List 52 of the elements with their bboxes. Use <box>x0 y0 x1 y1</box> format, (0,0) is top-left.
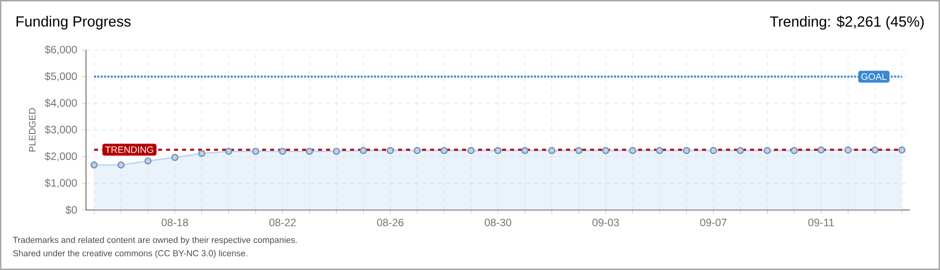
point <box>278 148 286 155</box>
point <box>790 146 798 154</box>
point <box>575 146 582 154</box>
y-tick-label: $4,000 <box>44 98 77 108</box>
point <box>844 146 852 154</box>
y-tick-label: $5,000 <box>44 72 77 82</box>
x-tick-label: 08-30 <box>484 218 512 226</box>
y-tick-label: $3,000 <box>44 125 77 135</box>
x-tick-label: 09-11 <box>808 218 834 226</box>
x-tick-label: 08-26 <box>377 218 404 226</box>
text: Shared under the creative commons (CC BY-NC 3.0) license. <box>13 250 248 258</box>
point <box>467 146 475 154</box>
point <box>414 146 421 154</box>
text: Trademarks and related content are owned by their respective companies. <box>12 236 297 245</box>
chart-title: Funding Progress <box>16 16 131 30</box>
point <box>90 161 98 169</box>
point <box>818 146 825 154</box>
point <box>171 154 178 162</box>
y-tick-label: $0 <box>66 206 77 214</box>
point <box>440 146 448 154</box>
chart-subtitle: Trending: $2,261 (45%) <box>770 16 924 30</box>
point <box>898 146 906 154</box>
y-axis-title: PLEDGED <box>28 108 36 152</box>
point <box>736 146 744 154</box>
point <box>144 157 152 165</box>
x-tick-label: 09-07 <box>700 218 727 226</box>
point <box>602 146 610 154</box>
point <box>252 148 260 155</box>
point <box>548 146 556 154</box>
point <box>306 148 314 155</box>
x-tick-label: 09-03 <box>592 218 619 226</box>
point <box>332 148 340 155</box>
y-tick-label: $1,000 <box>44 178 77 188</box>
point <box>871 146 879 154</box>
x-tick-label: 08-22 <box>269 218 296 226</box>
point <box>710 146 718 154</box>
ref-line-label: GOAL <box>861 73 887 80</box>
y-tick-label: $6,000 <box>44 45 77 55</box>
point <box>360 146 367 154</box>
point <box>682 146 690 154</box>
point <box>117 161 125 169</box>
point <box>656 146 664 154</box>
point <box>494 146 502 154</box>
point <box>629 146 636 154</box>
y-tick-label: $2,000 <box>44 152 77 162</box>
point <box>386 146 394 154</box>
point <box>764 146 771 154</box>
ref-line-label: TRENDING <box>105 146 154 153</box>
x-tick-label: 08-18 <box>162 218 188 226</box>
point <box>198 150 206 158</box>
point <box>225 148 232 155</box>
point <box>521 146 529 154</box>
